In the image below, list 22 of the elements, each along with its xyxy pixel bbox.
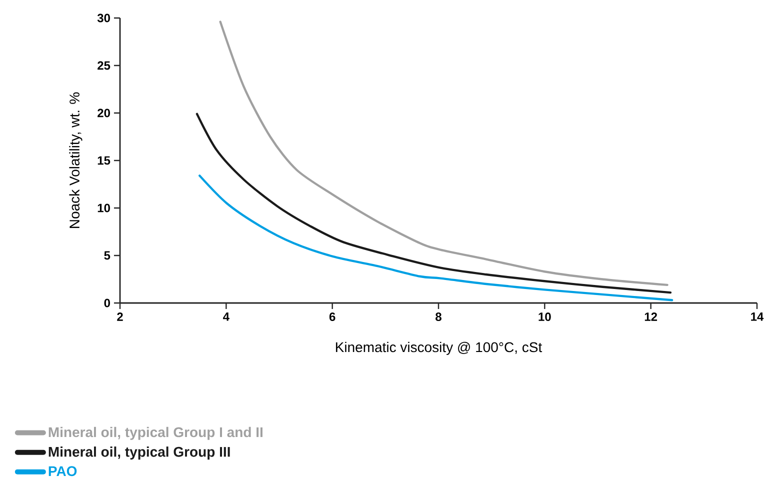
- line-series: [198, 174, 674, 302]
- x-tick-label: 4: [223, 312, 230, 321]
- y-tick-label: 5: [104, 251, 110, 260]
- x-tick-label: 2: [117, 312, 123, 321]
- x-axis-title: Kinematic viscosity @ 100°C, cSt: [336, 342, 542, 355]
- y-tick-label: 15: [98, 156, 110, 165]
- x-tick-label: 8: [436, 312, 442, 322]
- y-tick-label: 0: [104, 298, 110, 308]
- line-series: [196, 112, 672, 294]
- x-tick-label: 10: [538, 312, 551, 322]
- legend-label: Mineral oil, typical Group III: [48, 446, 230, 460]
- y-axis-title: Noack Volatility, wt. %: [69, 92, 82, 228]
- y-tick-label: 10: [98, 204, 110, 212]
- y-tick-label: 30: [97, 14, 110, 22]
- y-tick-label: 20: [98, 108, 110, 118]
- legend-label: PAO: [48, 466, 77, 476]
- legend-label: Mineral oil, typical Group I and II: [48, 426, 262, 440]
- y-tick-label: 25: [98, 61, 110, 70]
- x-tick-label: 14: [751, 312, 764, 321]
- x-tick-label: 6: [329, 312, 336, 322]
- line-series: [219, 20, 668, 286]
- x-tick-label: 12: [644, 312, 658, 321]
